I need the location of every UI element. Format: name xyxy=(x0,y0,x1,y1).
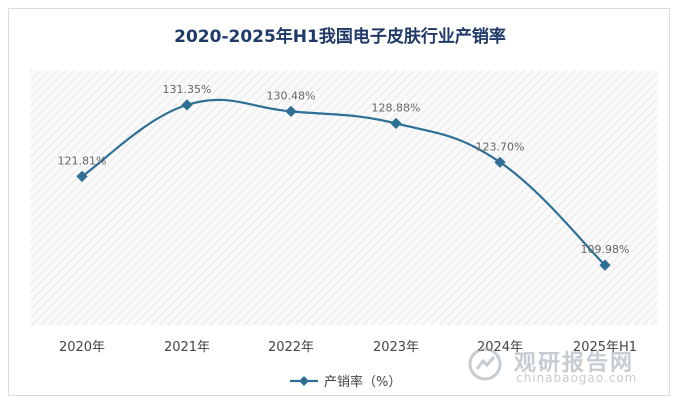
series-line xyxy=(81,98,606,266)
x-tick-label: 2023年 xyxy=(373,340,419,355)
data-label: 128.88% xyxy=(372,101,421,114)
x-tick-label: 2021年 xyxy=(164,340,210,355)
data-label: 123.70% xyxy=(476,140,525,153)
watermark-logo-icon xyxy=(468,347,502,381)
x-axis-labels: 2020年 2021年 2022年 2023年 2024年 2025年H1 xyxy=(59,340,637,355)
watermark: 观研报告网 chinabaogao.com xyxy=(468,343,668,393)
watermark-name: 观研报告网 xyxy=(514,351,635,376)
data-label: 130.48% xyxy=(267,89,316,102)
legend-label: 产销率（%） xyxy=(324,374,401,390)
x-tick-label: 2020年 xyxy=(59,340,105,355)
chart-title: 2020-2025年H1我国电子皮肤行业产销率 xyxy=(174,27,506,47)
x-tick-label: 2025年H1 xyxy=(573,340,637,355)
watermark-url: chinabaogao.com xyxy=(516,371,638,385)
plot-area xyxy=(30,70,658,325)
x-tick-label: 2024年 xyxy=(477,340,523,355)
data-label: 109.98% xyxy=(581,243,630,256)
data-point-marker xyxy=(599,259,611,271)
legend-marker xyxy=(299,376,309,386)
data-label: 121.81% xyxy=(58,154,107,167)
data-point-marker xyxy=(494,156,506,168)
legend: 产销率（%） xyxy=(290,374,401,390)
x-tick-label: 2022年 xyxy=(268,340,314,355)
data-label: 131.35% xyxy=(163,83,212,96)
